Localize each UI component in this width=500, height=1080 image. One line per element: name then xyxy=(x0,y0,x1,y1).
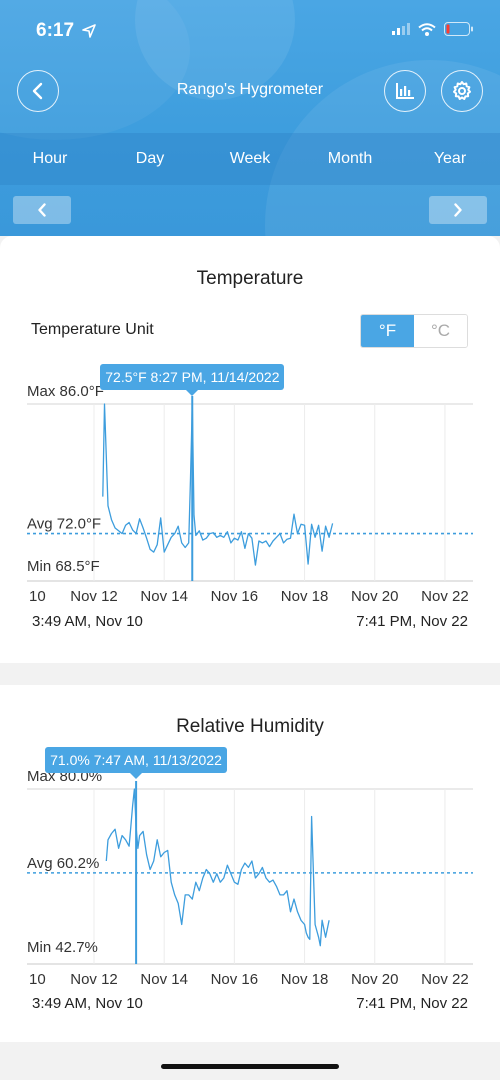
humidity-avg-label: Avg 60.2% xyxy=(27,855,99,872)
tab-week[interactable]: Week xyxy=(229,150,271,167)
home-indicator xyxy=(161,1064,339,1069)
temperature-range-start: 3:49 AM, Nov 10 xyxy=(32,613,143,630)
temperature-avg-label: Avg 72.0°F xyxy=(27,516,101,533)
humidity-x-tick-label: Nov 12 xyxy=(70,971,118,988)
humidity-x-tick-label: Nov 18 xyxy=(281,971,329,988)
temperature-min-label: Min 68.5°F xyxy=(27,558,100,575)
temperature-x-tick-label: Nov 14 xyxy=(140,588,188,605)
status-time: 6:17 xyxy=(36,20,75,41)
humidity-x-tick-label: Nov 14 xyxy=(140,971,188,988)
temperature-x-tick-label: Nov 12 xyxy=(70,588,118,605)
humidity-tooltip: 71.0% 7:47 AM, 11/13/2022 xyxy=(45,747,227,779)
humidity-title: Relative Humidity xyxy=(176,716,324,737)
tab-hour[interactable]: Hour xyxy=(32,150,68,167)
temperature-tooltip: 72.5°F 8:27 PM, 11/14/2022 xyxy=(100,364,285,396)
location-arrow-icon xyxy=(82,24,96,38)
chart-view-button[interactable] xyxy=(384,70,426,112)
humidity-chart[interactable]: Max 80.0%Avg 60.2%Min 42.7%10 Nov 12 Nov 1… xyxy=(0,685,500,1042)
chevron-left-icon xyxy=(32,82,43,100)
previous-period-button[interactable] xyxy=(13,196,71,224)
humidity-range-start: 3:49 AM, Nov 10 xyxy=(32,995,143,1012)
tab-month[interactable]: Month xyxy=(327,150,373,167)
unit-celsius-option[interactable]: °C xyxy=(414,315,467,347)
temperature-unit-toggle: °F °C xyxy=(360,314,468,348)
humidity-series-line xyxy=(105,788,330,947)
temperature-x-tick-label: Nov 16 xyxy=(211,588,259,605)
tab-day[interactable]: Day xyxy=(135,150,165,167)
cellular-signal-icon xyxy=(392,23,410,35)
next-period-button[interactable] xyxy=(429,196,487,224)
humidity-x-tick-label: Nov 20 xyxy=(351,971,399,988)
wifi-icon xyxy=(418,22,436,36)
back-button[interactable] xyxy=(17,70,59,112)
temperature-max-label: Max 86.0°F xyxy=(27,383,104,400)
chevron-right-icon xyxy=(454,203,462,217)
temperature-x-tick-label: Nov 20 xyxy=(351,588,399,605)
humidity-card: Relative Humidity Max 80.0% Avg 60.2% Min … xyxy=(0,685,500,1042)
temperature-range-end: 7:41 PM, Nov 22 xyxy=(356,613,468,630)
temperature-unit-label: Temperature Unit xyxy=(31,321,154,338)
battery-icon xyxy=(444,22,473,36)
bar-chart-icon xyxy=(396,83,414,99)
chevron-left-icon xyxy=(38,203,46,217)
temperature-x-tick-label: Nov 18 xyxy=(281,588,329,605)
humidity-x-tick-label: 10 xyxy=(29,971,46,988)
temperature-title: Temperature xyxy=(196,268,304,289)
tab-year[interactable]: Year xyxy=(433,150,467,167)
unit-fahrenheit-option[interactable]: °F xyxy=(361,315,414,347)
temperature-x-tick-label: 10 xyxy=(29,588,46,605)
gear-icon xyxy=(453,81,471,100)
humidity-min-label: Min 42.7% xyxy=(27,939,98,956)
period-tabs: Hour Day Week Month Year xyxy=(0,133,500,185)
humidity-x-tick-label: Nov 16 xyxy=(211,971,259,988)
humidity-range-end: 7:41 PM, Nov 22 xyxy=(356,995,468,1012)
temperature-x-tick-label: Nov 22 xyxy=(421,588,469,605)
humidity-x-tick-label: Nov 22 xyxy=(421,971,469,988)
temperature-card: Temperature Temperature Unit °F °C Max 8… xyxy=(0,236,500,663)
temperature-chart[interactable]: Max 86.0°F Avg 72.0°F Min 68.5°F 10 Nov 12 No… xyxy=(0,236,500,663)
header: 6:17 Rango's Hygrometer xyxy=(0,0,500,236)
temperature-series-line xyxy=(102,403,334,566)
status-icons xyxy=(392,22,474,36)
settings-button[interactable] xyxy=(441,70,483,112)
page-title: Rango's Hygrometer xyxy=(176,81,324,98)
